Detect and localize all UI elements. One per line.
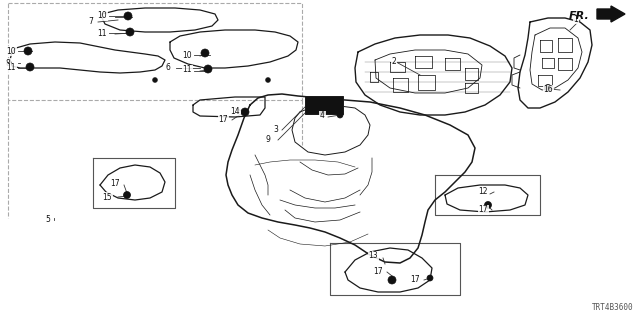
Text: 11: 11 [97,28,107,37]
Text: 17: 17 [373,267,383,276]
Text: 17: 17 [478,205,488,214]
Circle shape [124,12,132,20]
Text: 10: 10 [182,51,192,60]
Text: 1: 1 [573,14,578,23]
Text: 2: 2 [391,57,396,66]
Circle shape [388,276,396,284]
FancyArrow shape [597,6,625,22]
Text: 16: 16 [543,85,553,94]
Text: 6: 6 [165,63,170,73]
Text: 17: 17 [410,275,420,284]
Circle shape [24,47,32,55]
Text: 11: 11 [6,63,16,73]
Circle shape [204,65,212,73]
Text: 5: 5 [45,215,50,225]
Text: 15: 15 [102,193,112,202]
FancyBboxPatch shape [305,96,343,114]
Circle shape [266,77,271,83]
Circle shape [152,77,157,83]
Circle shape [26,63,34,71]
Text: FR.: FR. [569,11,590,21]
Circle shape [427,275,433,281]
Circle shape [337,112,343,118]
Text: 9: 9 [265,135,270,145]
Text: 12: 12 [479,187,488,196]
Text: 10: 10 [97,12,107,20]
Text: 4: 4 [320,111,325,121]
Text: 13: 13 [369,252,378,260]
Text: 3: 3 [273,125,278,134]
Circle shape [126,28,134,36]
Circle shape [201,49,209,57]
Text: 10: 10 [6,46,16,55]
Circle shape [124,191,131,198]
Text: 8: 8 [5,59,10,68]
Text: 11: 11 [182,66,192,75]
Text: 14: 14 [230,107,240,116]
Circle shape [484,202,492,209]
Circle shape [241,108,249,116]
Text: TRT4B3600: TRT4B3600 [591,303,633,312]
Text: 17: 17 [110,180,120,188]
Text: 7: 7 [88,18,93,27]
Text: 17: 17 [218,116,228,124]
Circle shape [545,84,552,92]
